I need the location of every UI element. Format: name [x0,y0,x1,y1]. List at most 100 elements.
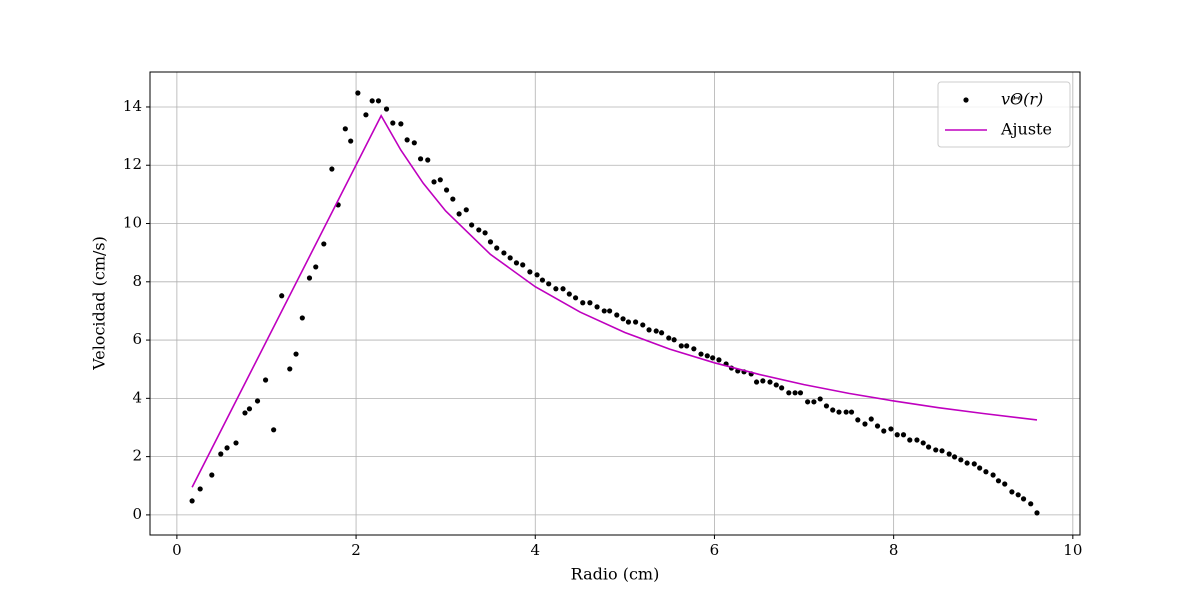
data-point [601,308,607,314]
data-point [469,222,475,228]
data-point [716,357,722,363]
data-point [594,304,600,310]
data-point [189,498,195,504]
data-point [640,322,646,328]
data-point [1020,496,1027,502]
data-point [224,445,230,451]
data-point [894,432,900,438]
data-point [369,98,375,104]
data-point [233,440,239,446]
data-point [971,461,977,467]
data-point [805,399,811,405]
x-tick-label: 10 [1063,541,1082,559]
data-point [773,382,779,388]
legend-label: Ajuste [1000,120,1052,139]
data-point [983,469,989,475]
data-point [691,346,697,352]
data-point [580,300,586,306]
data-point [553,286,559,292]
legend-marker [963,97,969,103]
data-point [287,366,293,372]
data-point [836,409,842,415]
data-point [463,207,469,213]
data-point [792,390,798,396]
data-point [1034,510,1040,516]
data-point [246,406,253,412]
data-point [633,319,639,325]
data-point [534,272,540,278]
x-tick-label: 4 [530,541,540,559]
data-point [646,327,652,333]
data-point [437,177,443,183]
y-axis-label: Velocidad (cm/s) [90,236,109,371]
data-point [607,308,613,314]
data-point [411,140,417,146]
data-point [390,120,396,126]
data-point [443,187,450,193]
data-point [678,343,684,349]
data-point [848,409,855,415]
data-point [684,343,690,349]
x-tick-label: 6 [710,541,720,559]
data-point [560,286,566,292]
data-point [383,106,390,112]
data-point [348,138,354,144]
fit-line [191,114,1038,488]
data-point [494,245,500,251]
data-point [482,230,488,236]
y-tick-label: 14 [123,97,142,115]
y-tick-label: 0 [132,505,142,523]
data-point [306,275,313,281]
data-point [817,396,823,402]
data-point [843,409,849,415]
data-point [704,353,710,359]
data-point [321,241,327,247]
data-point [572,295,579,301]
data-point [874,423,881,429]
x-tick-label: 8 [889,541,899,559]
data-point [698,351,704,357]
data-point [914,437,920,443]
data-point [520,262,526,268]
data-point [977,465,983,471]
data-point [587,300,593,306]
data-point [951,454,958,460]
y-tick-label: 4 [132,388,142,406]
data-point [546,281,552,287]
data-point [355,90,361,96]
data-point [342,126,348,132]
data-point [456,211,462,217]
data-point [566,291,572,297]
data-point [888,426,894,432]
data-point [293,351,299,357]
data-point [1015,492,1021,498]
data-point [1009,489,1015,495]
data-point [786,390,792,396]
data-point [218,451,224,457]
data-point [1028,501,1034,507]
x-axis-label: Radio (cm) [571,565,660,584]
data-point [209,472,215,478]
data-point [476,227,482,233]
data-point [404,137,410,143]
data-point [299,315,305,321]
data-point [760,378,766,384]
y-tick-label: 2 [132,447,142,465]
data-point [501,250,507,256]
data-point [990,472,996,478]
data-point [262,377,269,383]
data-point [375,98,382,104]
data-point [417,156,424,162]
data-point [527,269,533,275]
data-point [671,337,677,343]
data-point [964,460,970,466]
y-tick-label: 6 [132,330,142,348]
data-point [666,335,672,341]
data-point [279,293,285,299]
data-point [431,179,437,185]
data-point [539,277,546,283]
data-point [830,407,836,413]
data-point [907,437,913,443]
data-point [920,440,926,446]
data-point [868,416,874,422]
